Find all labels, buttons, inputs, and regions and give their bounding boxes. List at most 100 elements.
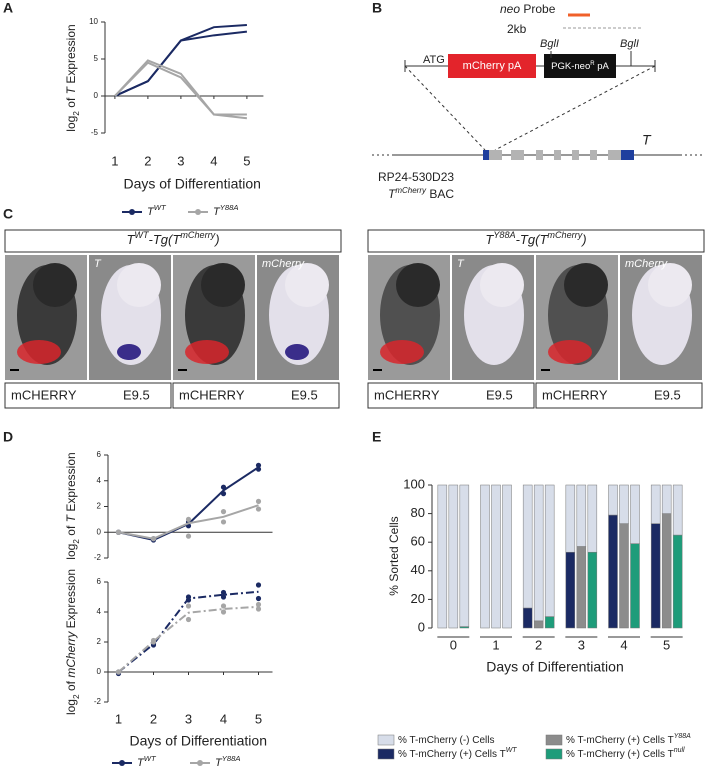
data-point [220,491,227,497]
x-tick-label: 1 [111,153,118,168]
data-point [255,606,262,612]
y-tick-label: 5 [94,54,99,63]
y-axis-label: log2 of T Expression [64,24,81,131]
text-part: Expression [64,24,78,87]
exon [590,150,597,160]
y-tick-label: 60 [411,534,425,549]
panel-letter: A [3,0,13,16]
in-situ-signal [285,344,309,360]
series-line [114,59,247,116]
text-part: log [64,544,78,560]
header-box [4,229,342,253]
text-part: -Tg( [149,232,175,247]
x-tick-label: 5 [243,153,250,168]
x-tick-label: 2 [150,711,157,726]
data-point [220,603,227,609]
text-part: Y88A [493,230,515,240]
text-part: of [64,94,78,111]
bar-segment [672,484,683,536]
exon [536,150,543,160]
text-part: Y88A [222,754,241,763]
mcherry-signal [380,340,424,364]
text-part: Y88A [220,203,239,212]
legend-label: TY88A [213,203,239,218]
panel-letter: B [372,0,382,16]
data-point [255,595,262,602]
text-part: mCherry [547,230,582,240]
series-line [114,23,247,97]
caption-label: mCHERRY [542,387,608,402]
data-point [185,616,192,623]
bac-label: TmCherry BAC [388,186,454,202]
y-tick-label: 0 [97,667,102,676]
bar-segment [437,484,448,629]
bar-segment [459,484,470,627]
y-tick-label: 2 [97,502,102,511]
bar-segment [522,484,533,609]
mcherry-signal [185,340,229,364]
y-tick-label: 0 [97,527,102,536]
bar-segment [576,484,587,547]
mcherry-box [448,54,536,78]
legend-marker [119,760,125,766]
bar-segment [502,484,512,629]
exon [572,150,579,160]
bar-segment [661,513,672,629]
caption-box [367,382,535,409]
selection-label: PGK-neoR pA [551,61,609,72]
selection-box [544,54,616,78]
y-tick-label: 20 [411,591,425,606]
legend-swatch [545,748,563,760]
bar-segment [544,484,555,617]
mcherry-signal [548,340,592,364]
gene-label: T [642,132,652,148]
text-part: % T-mCherry (+) Cells T [398,749,506,760]
text-part: % T-mCherry (+) Cells T [566,735,674,746]
caption-label: mCHERRY [11,387,77,402]
data-point [255,466,262,472]
text-part: log [64,116,78,132]
text-part: null [674,747,685,754]
legend-swatch [545,734,563,746]
y-tick-label: 100 [403,476,425,491]
y-axis-label: log2 of T Expression [64,452,81,559]
site-label: BglI [620,38,639,50]
panel-letter: C [3,206,13,222]
legend-label: TWT [147,203,167,218]
caption-box [535,382,703,409]
y-tick-label: 80 [411,505,425,520]
series-line [117,605,259,673]
text-part: T [147,206,155,218]
header-label: TWT-Tg(TmCherry) [126,230,219,247]
series-line [114,30,248,97]
caption-label: E9.5 [291,387,318,402]
embryo-head [564,263,608,307]
x-tick-label: 0 [450,637,457,652]
text-part: neo [500,2,520,16]
text-part: WT [134,230,150,240]
bar-segment [672,534,683,629]
legend-swatch [377,734,395,746]
bar-segment [565,551,576,629]
bar-segment [608,514,618,629]
x-tick-label: 2 [144,153,151,168]
embryo-head [33,263,77,307]
panel-letter: E [372,429,381,445]
text-part: ) [580,232,586,247]
y-axis-label: log2 of mCherry Expression [64,569,81,715]
x-axis-label: Days of Differentiation [486,659,623,675]
text-part: T [215,757,223,769]
bar-segment [630,484,640,544]
legend-label: TY88A [215,754,241,769]
bar-segment [533,620,544,629]
text-part: T [388,187,397,201]
text-part: T [539,232,548,247]
text-part: Expression [64,569,78,632]
bar-segment [448,484,459,629]
x-tick-label: 1 [115,711,122,726]
text-part: T [64,513,78,522]
text-part: % T-mCherry (-) Cells [398,735,494,746]
image-label: T [94,258,102,270]
